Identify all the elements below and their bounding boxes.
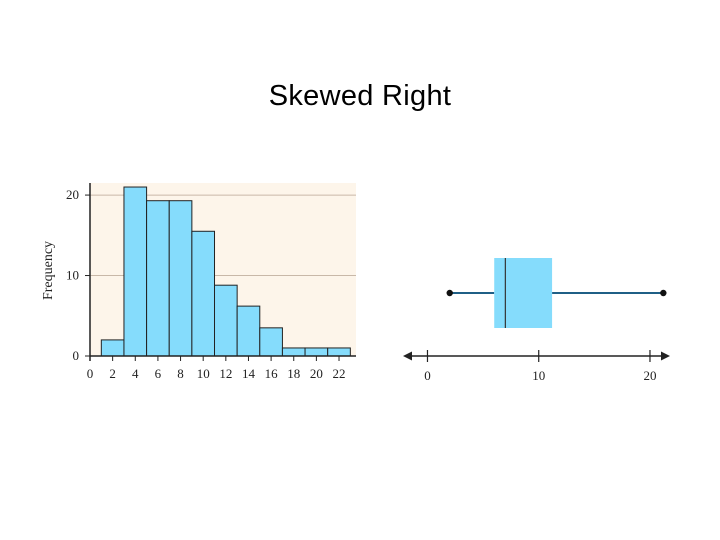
boxplot-x-tick-label: 0: [424, 368, 431, 383]
boxplot-axis: [403, 351, 670, 361]
slide-title: Skewed Right: [268, 80, 452, 112]
histogram-axes: [89, 183, 356, 361]
boxplot-max-point: [660, 289, 667, 297]
histogram-x-tick-label: 22: [333, 366, 346, 381]
histogram-x-tick-label: 18: [287, 366, 300, 381]
histogram-x-ticks: 0 2 4 6 8 10 12 14 16 18 20 22: [87, 356, 346, 381]
histogram-x-tick-label: 14: [242, 366, 256, 381]
histogram-x-tick-label: 16: [265, 366, 279, 381]
boxplot-x-tick-label: 10: [532, 368, 545, 383]
boxplot-x-tick-label: 20: [643, 368, 656, 383]
histogram-x-tick-label: 6: [155, 366, 162, 381]
boxplot-body: [446, 258, 667, 328]
histogram-y-tick-label: 20: [66, 187, 79, 202]
axis-left-arrow-icon: [403, 351, 412, 361]
histogram-x-tick-label: 20: [310, 366, 323, 381]
histogram-y-axis-label: Frequency: [41, 241, 56, 300]
histogram-x-tick-label: 8: [177, 366, 184, 381]
histogram-x-tick-label: 2: [109, 366, 116, 381]
axis-right-arrow-icon: [661, 351, 670, 361]
histogram-y-ticks: 0 10 20: [66, 187, 90, 363]
boxplot-x-ticks: 0 10 20: [424, 350, 656, 383]
boxplot-box: [494, 258, 553, 328]
boxplot-min-point: [446, 289, 453, 297]
histogram-y-tick-label: 0: [73, 348, 80, 363]
histogram-x-tick-label: 0: [87, 366, 94, 381]
histogram-x-tick-label: 10: [197, 366, 210, 381]
histogram-x-tick-label: 12: [219, 366, 232, 381]
histogram-y-tick-label: 10: [66, 268, 79, 283]
histogram-x-tick-label: 4: [132, 366, 139, 381]
